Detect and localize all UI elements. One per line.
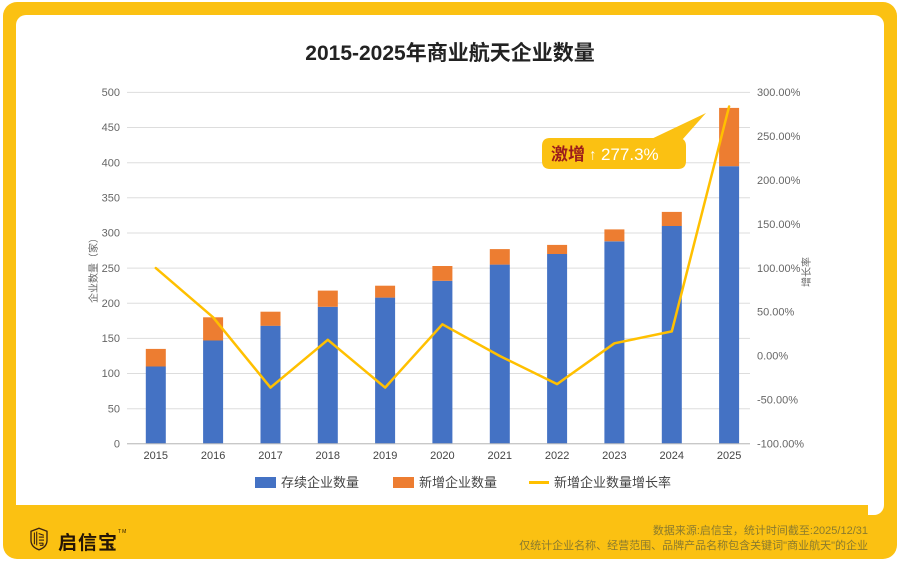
svg-text:↑: ↑ [589,147,597,164]
svg-text:激增: 激增 [551,145,585,164]
svg-text:277.3%: 277.3% [601,145,659,164]
